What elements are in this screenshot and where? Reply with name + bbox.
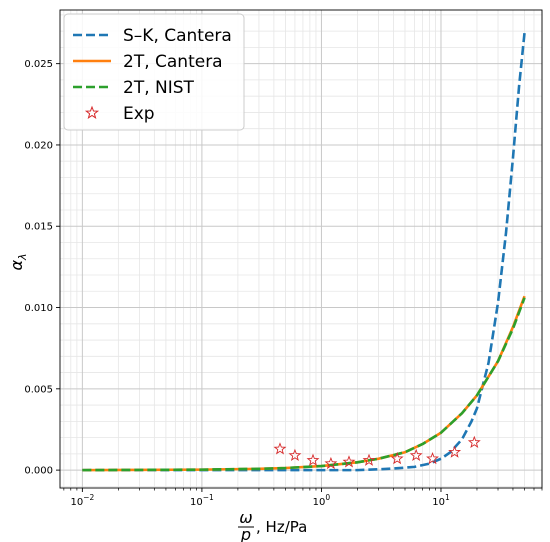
y-tick-label: 0.000 [24, 466, 53, 477]
plot-area-frame [59, 9, 543, 489]
series-layer [82, 32, 526, 472]
data-point-exp [324, 456, 338, 470]
y-axis-label-subscript: λ [16, 253, 29, 261]
data-point-exp [409, 448, 423, 461]
y-tick-label: 0.025 [24, 59, 53, 70]
legend-frame [63, 13, 245, 131]
y-tick-label: 0.020 [24, 140, 53, 151]
x-tick-label: 10−2 [70, 493, 94, 508]
y-axis-label-base: α [7, 260, 26, 271]
x-tick-label: 101 [432, 493, 450, 508]
legend-label: S–K, Cantera [123, 26, 232, 46]
data-point-exp [273, 442, 287, 455]
series-line-2t-nist [82, 297, 526, 472]
x-axis-label-denominator: p [240, 525, 251, 542]
y-tick-label: 0.010 [24, 303, 53, 314]
x-axis-label-unit: , Hz/Pa [256, 518, 307, 536]
x-axis-label: ω p , Hz/Pa [238, 508, 307, 542]
x-tick-label: 100 [313, 493, 331, 508]
legend-label: 2T, NIST [123, 78, 195, 98]
data-point-exp [426, 451, 439, 465]
data-point-exp [362, 453, 376, 466]
data-point-exp [342, 455, 356, 468]
legend-marker-exp [84, 105, 100, 120]
y-tick-label: 0.015 [24, 222, 53, 233]
series-line-s-k-cantera [82, 32, 526, 472]
legend-label: 2T, Cantera [123, 52, 223, 72]
y-axis-label: αλ [7, 253, 29, 270]
data-point-exp [467, 435, 481, 448]
x-axis-label-numerator: ω [239, 508, 252, 527]
x-tick-label: 10−1 [190, 493, 214, 508]
data-point-exp [448, 445, 462, 458]
y-tick-label: 0.005 [24, 384, 53, 395]
data-point-exp [390, 451, 404, 465]
data-point-exp [288, 448, 302, 461]
legend: S–K, Cantera 2T, Cantera 2T, NIST Exp [63, 13, 245, 131]
legend-label: Exp [123, 104, 155, 124]
x-axis-ticks: 10−2 10−1 100 101 [63, 488, 543, 508]
y-axis-ticks: 0.000 0.005 0.010 0.015 0.020 0.025 [24, 59, 60, 477]
data-point-exp [306, 453, 320, 466]
